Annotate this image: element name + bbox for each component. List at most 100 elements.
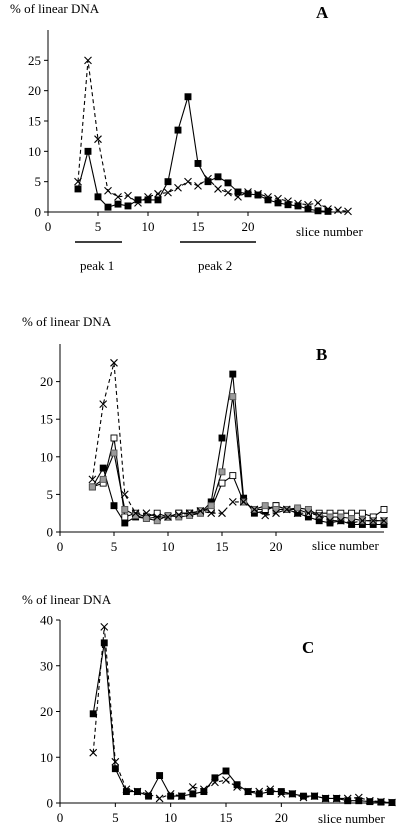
panel-b-series-3-point xyxy=(380,516,388,525)
panel-c-series-1-point xyxy=(377,797,385,806)
panel-b-x-tick-label: 5 xyxy=(111,539,118,554)
panel-c-series-1-point xyxy=(365,796,374,805)
panel-b-y-tick-label: 15 xyxy=(40,412,53,427)
panel-b-series-3-point xyxy=(304,509,313,518)
panel-a-series-1-point xyxy=(324,205,332,213)
panel-a-xlabel: slice number xyxy=(296,224,363,239)
panel-a-series-0-point xyxy=(234,188,242,196)
panel-b-series-1-point xyxy=(121,513,129,521)
panel-a-label: A xyxy=(316,3,329,22)
panel-a-x-tick-label: 20 xyxy=(242,219,255,234)
panel-a-y-tick-label: 10 xyxy=(28,144,41,159)
panel-b-series-3-point xyxy=(110,358,118,367)
panel-a-series-1-point xyxy=(104,186,112,195)
panel-b-series-3-point xyxy=(131,509,140,518)
panel-b-series-0-line xyxy=(91,374,384,526)
panel-b-series-3-point xyxy=(196,507,205,515)
panel-b-series-2-point xyxy=(110,449,118,457)
panel-c-series-1-point xyxy=(122,785,131,794)
panel-a-y-tick-label: 5 xyxy=(35,174,42,189)
panel-a-series-1-point xyxy=(194,182,202,190)
panel-c-series-1-point xyxy=(332,794,341,803)
panel-c-y-tick-label: 20 xyxy=(40,704,53,719)
panel-b-series-2-point xyxy=(218,468,226,476)
panel-b-series-3-point xyxy=(336,516,345,525)
panel-c-label: C xyxy=(302,638,314,657)
panel-b-series-3-point xyxy=(120,490,129,499)
panel-c-series-0-point xyxy=(100,639,108,647)
panel-c-x-tick-label: 5 xyxy=(112,810,119,825)
panel-a-y-tick-label: 15 xyxy=(28,114,41,129)
panel-c-y-tick-label: 10 xyxy=(40,750,53,765)
panel-a-x-tick-label: 10 xyxy=(142,219,155,234)
panel-c-series-1-point xyxy=(177,792,186,801)
panel-a-series-0-point xyxy=(164,178,172,186)
panel-a-series-1-point xyxy=(134,199,142,207)
panel-a-series-1-point xyxy=(154,189,162,198)
panel-a-series-1-point xyxy=(184,177,192,186)
panel-a-series-1-point xyxy=(344,207,352,216)
panel-a-series-1-line xyxy=(77,60,349,212)
panel-a-series-0-point xyxy=(124,202,132,210)
panel-b-series-3-point xyxy=(261,511,270,520)
panel-b-series-1-line xyxy=(92,437,385,518)
panel-a-series-0-point xyxy=(304,205,312,213)
panel-b-series-3-point xyxy=(282,505,291,514)
panel-c-series-1-point xyxy=(188,783,197,791)
panel-a-plot: 0 5 10 15 20 25 0 5 10 15 20 xyxy=(28,30,352,234)
panel-c-series-0-line xyxy=(92,642,393,804)
panel-c-series-1-point xyxy=(144,789,153,798)
panel-a-y-tick-label: 25 xyxy=(28,53,41,68)
panel-a-series-1-point xyxy=(84,56,92,65)
panel-b-series-0-point xyxy=(229,370,237,378)
panel-a-series-1-point xyxy=(234,192,242,201)
panel-a-series-1-point xyxy=(94,135,102,144)
panel-a-ylabel: % of linear DNA xyxy=(10,1,100,16)
panel-a-series-0-point xyxy=(314,207,322,215)
panel-b-series-3-point xyxy=(250,505,259,514)
panel-a-series-0-point xyxy=(174,126,182,134)
panel-b-series-3-point xyxy=(315,511,324,520)
panel-c-series-0-point xyxy=(222,767,230,775)
panel-c-series-0-point xyxy=(89,710,97,718)
panel-b-series-3-point xyxy=(185,509,194,518)
panel-a-series-1-point xyxy=(254,189,262,198)
panel-c-series-1-point xyxy=(199,785,208,794)
panel-b-series-0-point xyxy=(99,464,107,472)
panel-b-series-3-point xyxy=(142,509,151,518)
panel-c-series-1-point xyxy=(100,622,109,631)
panel-a-series-0-point xyxy=(194,160,202,167)
panel-a-series-1-point xyxy=(74,177,82,186)
panel-c-series-1-point xyxy=(155,794,164,803)
panel-b-y-tick-label: 0 xyxy=(47,525,54,540)
panel-c-x-tick-label: 10 xyxy=(164,810,177,825)
panel-c-x-tick-label: 15 xyxy=(220,810,233,825)
panel-c-series-1-point xyxy=(222,776,230,785)
panel-c-series-0-point xyxy=(189,790,197,798)
panel-a-series-0-point xyxy=(274,199,282,207)
panel-c-series-0-point xyxy=(156,772,164,779)
panel-a-y-tick-label: 0 xyxy=(35,205,42,220)
panel-c-series-1-point xyxy=(277,789,286,798)
panel-b-series-3-point xyxy=(326,516,334,525)
panel-a-series-0-point xyxy=(214,173,222,181)
panel-a-series-0-point xyxy=(184,93,192,101)
panel-a-y-tick-label: 20 xyxy=(28,83,41,98)
panel-b-series-3-point xyxy=(358,516,367,525)
panel-c-series-1-point xyxy=(111,757,120,766)
panel-b-y-tick-label: 10 xyxy=(40,449,53,464)
panel-c-series-1-point xyxy=(354,793,363,802)
panel-b-series-3-point xyxy=(293,509,302,518)
panel-b-series-3-point xyxy=(239,498,248,506)
panel-a-series-1-point xyxy=(264,192,272,201)
panel-b-x-tick-label: 0 xyxy=(57,539,64,554)
panel-b-series-2-point xyxy=(348,515,356,522)
panel-c-x-tick-label: 20 xyxy=(275,810,288,825)
panel-b-series-2-point xyxy=(229,393,237,401)
panel-a-series-1-point xyxy=(164,188,172,197)
panel-c-series-1-point xyxy=(89,748,98,757)
panel-b-series-0-point xyxy=(121,519,129,527)
panel-b-x-tick-label: 20 xyxy=(270,539,283,554)
panel-b-series-2-point xyxy=(142,515,150,522)
